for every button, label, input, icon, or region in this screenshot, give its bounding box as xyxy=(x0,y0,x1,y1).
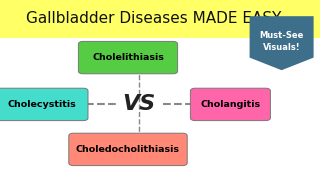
Text: Gallbladder Diseases MADE EASY: Gallbladder Diseases MADE EASY xyxy=(26,11,281,26)
FancyBboxPatch shape xyxy=(0,0,320,38)
FancyBboxPatch shape xyxy=(69,133,187,166)
FancyBboxPatch shape xyxy=(78,41,178,74)
Text: Must-See
Visuals!: Must-See Visuals! xyxy=(260,31,304,52)
Text: Cholelithiasis: Cholelithiasis xyxy=(92,53,164,62)
FancyBboxPatch shape xyxy=(0,88,88,121)
Text: VS: VS xyxy=(123,94,156,114)
Text: Cholangitis: Cholangitis xyxy=(200,100,260,109)
Polygon shape xyxy=(250,16,314,70)
Text: Choledocholithiasis: Choledocholithiasis xyxy=(76,145,180,154)
FancyBboxPatch shape xyxy=(190,88,270,121)
Text: Cholecystitis: Cholecystitis xyxy=(7,100,76,109)
